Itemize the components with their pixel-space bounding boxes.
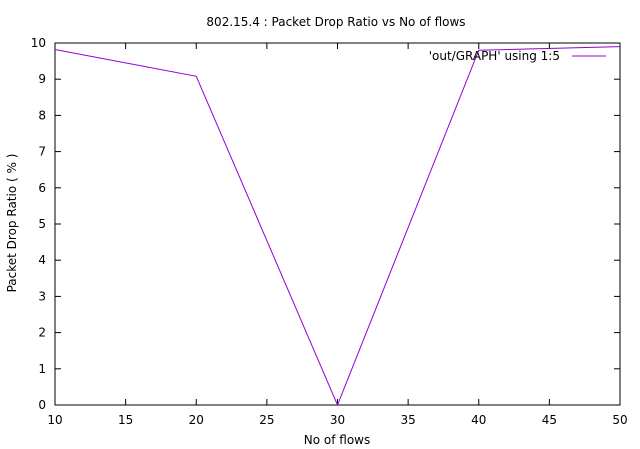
x-tick-label: 15 <box>118 413 133 427</box>
y-tick-label: 7 <box>38 145 46 159</box>
y-tick-label: 0 <box>38 398 46 412</box>
series-layer <box>54 46 621 407</box>
y-tick-label: 8 <box>38 108 46 122</box>
legend-label: 'out/GRAPH' using 1:5 <box>429 49 560 63</box>
x-tick-label: 25 <box>259 413 274 427</box>
series-line <box>54 46 621 407</box>
y-tick-label: 4 <box>38 253 46 267</box>
y-tick-label: 3 <box>38 289 46 303</box>
y-tick-label: 5 <box>38 217 46 231</box>
x-tick-label: 50 <box>612 413 627 427</box>
y-axis-label: Packet Drop Ratio ( % ) <box>5 154 19 293</box>
y-tick-label: 10 <box>31 36 46 50</box>
y-tick-label: 2 <box>38 326 46 340</box>
y-tick-label: 9 <box>38 72 46 86</box>
x-tick-label: 45 <box>542 413 557 427</box>
plot-frame <box>54 42 621 406</box>
x-axis: 10 15 20 25 30 35 40 45 50 <box>47 43 628 427</box>
x-tick-label: 40 <box>471 413 486 427</box>
chart-title: 802.15.4 : Packet Drop Ratio vs No of fl… <box>206 15 465 29</box>
legend: 'out/GRAPH' using 1:5 <box>429 49 606 63</box>
y-axis: 0 1 2 3 4 5 6 7 8 9 10 <box>31 36 620 412</box>
y-tick-label: 1 <box>38 362 46 376</box>
x-tick-label: 30 <box>330 413 345 427</box>
y-tick-label: 6 <box>38 181 46 195</box>
x-axis-label: No of flows <box>304 433 370 447</box>
x-tick-label: 35 <box>400 413 415 427</box>
x-tick-label: 10 <box>47 413 62 427</box>
x-tick-label: 20 <box>189 413 204 427</box>
